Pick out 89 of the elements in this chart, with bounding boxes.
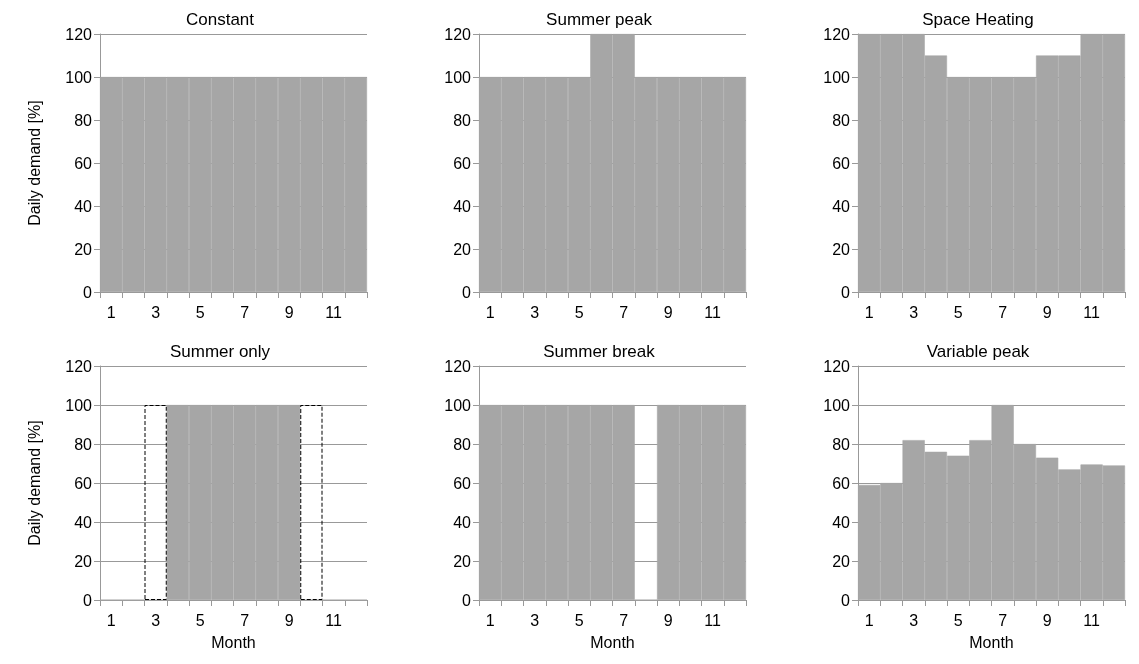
- y-tick-label: 120: [65, 25, 93, 43]
- x-tick-label: 5: [953, 611, 963, 629]
- x-tick-label: 5: [195, 611, 205, 629]
- y-tick-label: 20: [74, 240, 93, 258]
- x-tick-label: 11: [1083, 303, 1101, 321]
- y-tick-label: 20: [453, 552, 472, 570]
- x-tick-label: 1: [864, 611, 874, 629]
- x-axis-title: Month: [590, 633, 635, 651]
- x-tick-label: 7: [998, 303, 1008, 321]
- y-tick-label: 40: [453, 197, 472, 215]
- y-axis-title: Daily demand [%]: [25, 100, 43, 226]
- chart-title: Summer only: [169, 342, 271, 361]
- x-axis-title: Month: [211, 633, 256, 651]
- y-tick-label: 120: [444, 25, 472, 43]
- y-tick-label: 120: [65, 357, 93, 375]
- x-tick-label: 5: [953, 303, 963, 321]
- x-tick-label: 3: [909, 611, 919, 629]
- y-tick-label: 60: [453, 474, 472, 492]
- y-tick-label: 120: [823, 25, 851, 43]
- y-tick-label: 100: [444, 396, 472, 414]
- y-tick-label: 40: [453, 513, 472, 531]
- y-tick-label: 60: [74, 474, 93, 492]
- y-tick-label: 20: [832, 552, 851, 570]
- x-tick-label: 9: [663, 303, 673, 321]
- x-tick-label: 11: [704, 303, 722, 321]
- x-tick-label: 1: [106, 611, 116, 629]
- y-axis-title: Daily demand [%]: [25, 420, 43, 546]
- y-tick-label: 60: [832, 474, 851, 492]
- y-tick-label: 100: [444, 68, 472, 86]
- x-tick-label: 7: [240, 611, 250, 629]
- x-tick-label: 1: [106, 303, 116, 321]
- y-tick-label: 40: [832, 197, 851, 215]
- x-tick-label: 11: [1083, 611, 1101, 629]
- x-tick-label: 9: [1042, 303, 1052, 321]
- y-tick-label: 100: [823, 396, 851, 414]
- x-tick-label: 1: [485, 303, 495, 321]
- x-tick-label: 3: [530, 303, 540, 321]
- y-tick-label: 60: [74, 154, 93, 172]
- x-tick-label: 11: [325, 303, 343, 321]
- x-tick-label: 7: [998, 611, 1008, 629]
- y-tick-label: 120: [444, 357, 472, 375]
- y-tick-label: 100: [823, 68, 851, 86]
- x-tick-label: 1: [864, 303, 874, 321]
- x-tick-label: 5: [195, 303, 205, 321]
- y-tick-label: 40: [74, 197, 93, 215]
- y-tick-label: 40: [832, 513, 851, 531]
- chart-title: Constant: [185, 10, 255, 29]
- y-tick-label: 0: [462, 591, 472, 609]
- x-tick-label: 9: [284, 611, 294, 629]
- x-tick-label: 5: [574, 303, 584, 321]
- chart-title: Variable peak: [926, 342, 1030, 361]
- y-tick-label: 20: [74, 552, 93, 570]
- y-tick-label: 80: [832, 111, 851, 129]
- y-tick-label: 0: [83, 591, 93, 609]
- y-tick-label: 60: [832, 154, 851, 172]
- x-tick-label: 7: [240, 303, 250, 321]
- x-axis-title: Month: [969, 633, 1014, 651]
- y-tick-label: 0: [462, 283, 472, 301]
- chart-title: Space Heating: [922, 10, 1034, 29]
- x-tick-label: 7: [619, 611, 629, 629]
- x-tick-label: 9: [1042, 611, 1052, 629]
- y-tick-label: 0: [83, 283, 93, 301]
- x-tick-label: 3: [530, 611, 540, 629]
- y-tick-label: 100: [65, 396, 93, 414]
- x-tick-label: 3: [151, 611, 161, 629]
- y-tick-label: 80: [453, 435, 472, 453]
- y-tick-label: 0: [841, 283, 851, 301]
- y-tick-label: 40: [74, 513, 93, 531]
- x-tick-label: 9: [284, 303, 294, 321]
- y-tick-label: 20: [832, 240, 851, 258]
- y-tick-label: 80: [832, 435, 851, 453]
- x-tick-label: 7: [619, 303, 629, 321]
- y-tick-label: 100: [65, 68, 93, 86]
- chart-title: Summer break: [543, 342, 656, 361]
- y-tick-label: 80: [453, 111, 472, 129]
- chart-title: Summer peak: [546, 10, 653, 29]
- x-tick-label: 5: [574, 611, 584, 629]
- x-tick-label: 11: [325, 611, 343, 629]
- x-tick-label: 11: [704, 611, 722, 629]
- y-tick-label: 20: [453, 240, 472, 258]
- y-tick-label: 0: [841, 591, 851, 609]
- x-tick-label: 9: [663, 611, 673, 629]
- x-tick-label: 1: [485, 611, 495, 629]
- y-tick-label: 60: [453, 154, 472, 172]
- y-tick-label: 120: [823, 357, 851, 375]
- y-tick-label: 80: [74, 111, 93, 129]
- x-tick-label: 3: [151, 303, 161, 321]
- y-tick-label: 80: [74, 435, 93, 453]
- x-tick-label: 3: [909, 303, 919, 321]
